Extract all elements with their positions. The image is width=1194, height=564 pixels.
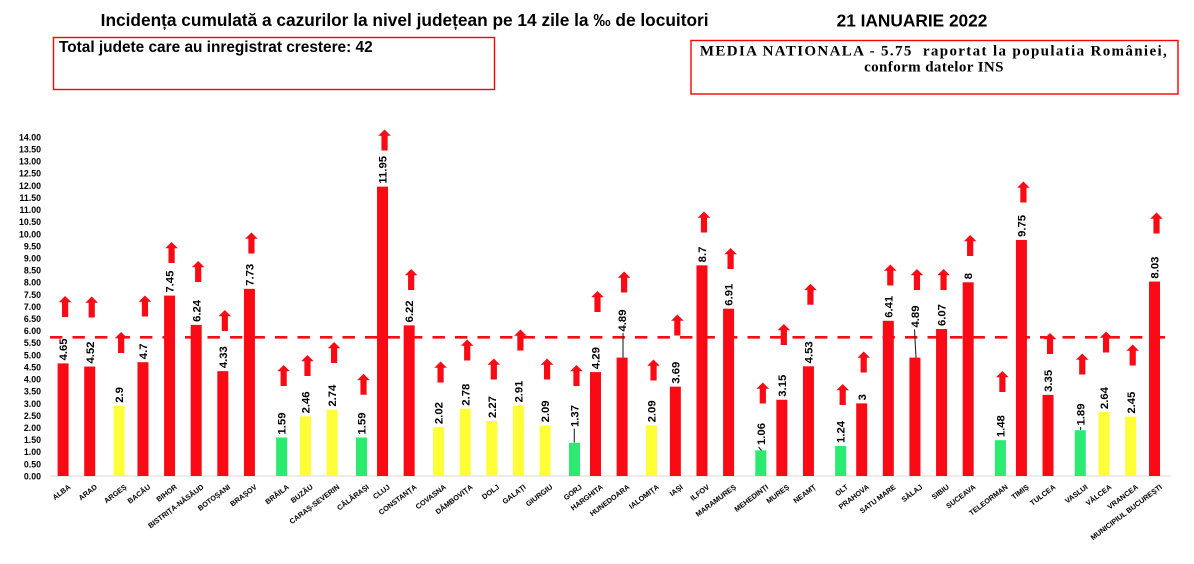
- svg-text:4.33: 4.33: [218, 346, 230, 368]
- svg-text:conform datelor INS: conform datelor INS: [864, 60, 1004, 76]
- svg-text:8.03: 8.03: [1150, 257, 1162, 279]
- svg-text:2.45: 2.45: [1126, 392, 1138, 414]
- svg-text:2.91: 2.91: [514, 381, 526, 403]
- svg-text:1.48: 1.48: [995, 415, 1007, 437]
- svg-text:7.45: 7.45: [165, 271, 177, 293]
- svg-text:4.52: 4.52: [85, 342, 97, 364]
- svg-text:2.50: 2.50: [24, 411, 41, 421]
- svg-text:4.65: 4.65: [58, 338, 70, 360]
- svg-text:9.00: 9.00: [24, 254, 41, 264]
- svg-text:11.50: 11.50: [19, 193, 41, 203]
- svg-text:3.69: 3.69: [670, 362, 682, 384]
- svg-text:5.50: 5.50: [24, 338, 41, 348]
- svg-text:2.78: 2.78: [460, 384, 472, 406]
- svg-text:1.50: 1.50: [24, 435, 41, 445]
- svg-text:2.02: 2.02: [434, 402, 446, 424]
- svg-text:1.37: 1.37: [570, 405, 582, 427]
- svg-text:8.50: 8.50: [24, 266, 41, 276]
- svg-text:6.22: 6.22: [404, 300, 416, 322]
- svg-text:4.50: 4.50: [24, 362, 41, 372]
- svg-text:3: 3: [857, 394, 869, 400]
- svg-text:14.00: 14.00: [19, 132, 41, 142]
- svg-text:9.75: 9.75: [1016, 215, 1028, 237]
- svg-text:8: 8: [963, 273, 975, 279]
- svg-text:5.00: 5.00: [24, 350, 41, 360]
- svg-text:2.46: 2.46: [301, 391, 313, 413]
- svg-text:MEDIA NATIONALA - 5.75 raport: MEDIA NATIONALA - 5.75 raportat la popul…: [700, 44, 1168, 60]
- svg-text:1.59: 1.59: [277, 413, 289, 435]
- svg-text:1.24: 1.24: [836, 420, 848, 443]
- svg-text:4.53: 4.53: [804, 341, 816, 363]
- svg-text:13.50: 13.50: [19, 145, 41, 155]
- svg-text:8.00: 8.00: [24, 278, 41, 288]
- svg-text:6.00: 6.00: [24, 326, 41, 336]
- svg-text:13.00: 13.00: [19, 157, 41, 167]
- svg-text:21 IANUARIE 2022: 21 IANUARIE 2022: [837, 10, 988, 30]
- svg-text:9.50: 9.50: [24, 241, 41, 251]
- svg-text:3.35: 3.35: [1043, 370, 1055, 392]
- svg-text:3.15: 3.15: [777, 375, 789, 397]
- svg-text:6.07: 6.07: [937, 304, 949, 326]
- svg-text:3.00: 3.00: [24, 399, 41, 409]
- svg-text:7.50: 7.50: [24, 290, 41, 300]
- svg-text:12.00: 12.00: [19, 181, 41, 191]
- svg-text:6.41: 6.41: [883, 296, 895, 318]
- svg-text:2.64: 2.64: [1099, 386, 1111, 409]
- svg-text:1.00: 1.00: [24, 447, 41, 457]
- svg-text:10.00: 10.00: [19, 229, 41, 239]
- svg-text:8.7: 8.7: [697, 247, 709, 263]
- svg-text:2.00: 2.00: [24, 423, 41, 433]
- svg-text:1.59: 1.59: [357, 413, 369, 435]
- svg-text:4.29: 4.29: [591, 347, 603, 369]
- svg-text:2.09: 2.09: [647, 400, 659, 422]
- svg-text:0.50: 0.50: [24, 459, 41, 469]
- svg-text:6.50: 6.50: [24, 314, 41, 324]
- svg-text:11.95: 11.95: [378, 156, 390, 184]
- svg-text:4.7: 4.7: [138, 343, 150, 359]
- svg-text:10.50: 10.50: [19, 217, 41, 227]
- svg-text:12.50: 12.50: [19, 169, 41, 179]
- svg-text:7.73: 7.73: [245, 264, 257, 286]
- svg-text:6.24: 6.24: [191, 299, 203, 322]
- svg-text:7.00: 7.00: [24, 302, 41, 312]
- svg-text:4.89: 4.89: [910, 306, 922, 328]
- svg-text:1.89: 1.89: [1075, 404, 1087, 426]
- svg-text:2.27: 2.27: [487, 396, 499, 418]
- svg-text:2.09: 2.09: [540, 400, 552, 422]
- svg-text:1.06: 1.06: [756, 423, 768, 445]
- svg-text:4.00: 4.00: [24, 375, 41, 385]
- svg-text:3.50: 3.50: [24, 387, 41, 397]
- svg-text:2.74: 2.74: [327, 384, 339, 407]
- svg-text:Incidența cumulată a cazurilor: Incidența cumulată a cazurilor la nivel …: [101, 10, 709, 30]
- svg-text:0.00: 0.00: [24, 471, 41, 481]
- svg-text:6.91: 6.91: [724, 284, 736, 306]
- svg-text:2.9: 2.9: [114, 387, 126, 403]
- svg-text:4.89: 4.89: [617, 310, 629, 332]
- svg-text:Total judete care au inregistr: Total judete care au inregistrat crester…: [59, 39, 373, 56]
- svg-text:11.00: 11.00: [19, 205, 41, 215]
